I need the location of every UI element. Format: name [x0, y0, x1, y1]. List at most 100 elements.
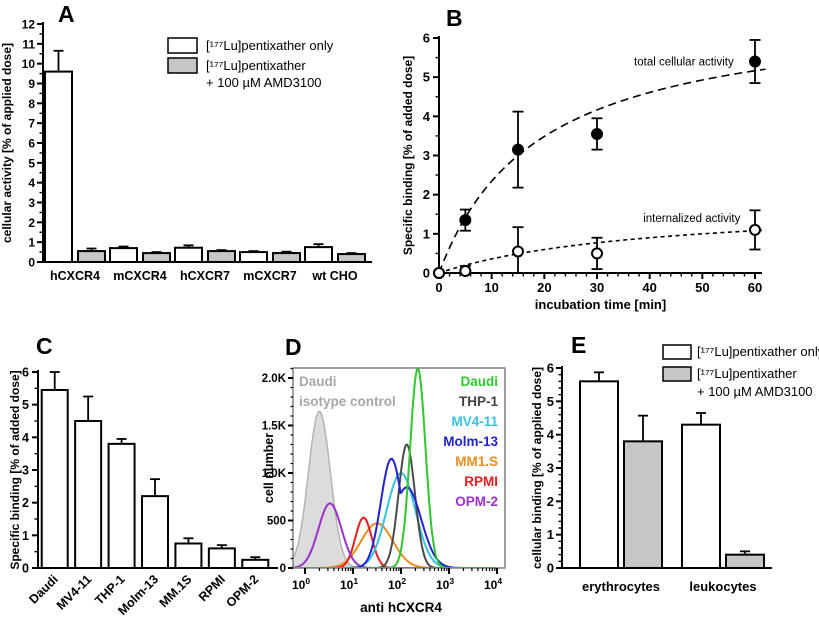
- y-tick-label: 0: [28, 256, 35, 270]
- y-tick-label: 6: [22, 366, 29, 380]
- legend-label: [¹⁷⁷Lu]pentixather: [206, 58, 306, 73]
- filled-marker: [591, 127, 604, 140]
- bar: [337, 253, 366, 263]
- category-label: MV4-11: [54, 572, 94, 612]
- legend-label: OPM-2: [455, 494, 498, 509]
- legend-swatch: [167, 37, 198, 54]
- histogram-curve: [293, 502, 497, 568]
- bar: [77, 250, 106, 263]
- histogram-curve: [293, 368, 497, 568]
- legend-label: [¹⁷⁷Lu]pentixather only: [697, 344, 819, 359]
- category-label: erythrocytes: [582, 579, 660, 594]
- legend-label: + 100 µM AMD3100: [206, 75, 322, 90]
- panel-label-c: C: [36, 333, 53, 359]
- bar: [107, 442, 136, 569]
- x-tick-label: 20: [537, 280, 551, 295]
- fit-curve: [438, 68, 766, 274]
- control-histogram: [293, 410, 497, 568]
- panel-label-b: B: [446, 5, 463, 31]
- panel-label-a: A: [58, 1, 75, 27]
- category-label: hCXCR4: [50, 269, 100, 283]
- legend-label: MV4-11: [451, 414, 498, 429]
- filled-marker: [749, 55, 762, 68]
- y-axis-title: cellular activity [% of applied dose]: [0, 43, 14, 243]
- legend-label: [¹⁷⁷Lu]pentixather: [697, 366, 797, 381]
- panel-e-bar-chart: 0 1 2 3 4 5 6 erythrocytes leukocytes cellular bi…: [530, 344, 819, 594]
- category-label: mCXCR7: [243, 269, 297, 283]
- legend-swatch: [662, 344, 692, 360]
- y-tick-label: 0: [423, 266, 430, 281]
- legend-label: Molm-13: [443, 434, 498, 449]
- legend-label: RPMI: [464, 474, 498, 489]
- bar: [174, 542, 203, 569]
- y-tick-label: 500: [267, 516, 286, 528]
- bar: [109, 247, 138, 264]
- x-tick-label: 0: [435, 280, 442, 295]
- category-label: OPM-2: [224, 572, 262, 610]
- y-tick-label: 5: [547, 394, 554, 409]
- bar: [623, 440, 663, 569]
- y-tick-label: 6: [423, 31, 430, 46]
- bar: [40, 388, 69, 570]
- y-tick-label: 1: [22, 529, 29, 543]
- control-label-line1: Daudi: [299, 374, 337, 389]
- y-tick-label: 9: [28, 77, 35, 91]
- control-label-line2: isotype control: [299, 394, 396, 409]
- y-tick-label: 3: [547, 461, 554, 476]
- y-tick-label: 6: [547, 361, 554, 376]
- y-axis-title: cell number: [262, 433, 276, 503]
- y-tick-label: 4: [28, 176, 35, 190]
- y-tick-label: 2: [423, 187, 430, 202]
- y-axis-title: Specific binding [% of added dose]: [401, 56, 415, 255]
- y-tick-label: 3: [423, 148, 430, 163]
- y-tick-label: 0: [280, 563, 286, 575]
- legend-swatch: [662, 366, 692, 382]
- y-tick-label: 11: [22, 37, 35, 51]
- y-tick-label: 1.5K: [262, 421, 287, 433]
- y-tick-label: 6: [28, 137, 35, 151]
- filled-marker: [512, 143, 525, 156]
- y-tick-label: 5: [423, 70, 430, 85]
- bar: [272, 252, 301, 263]
- y-tick-label: 0: [22, 562, 29, 576]
- x-axis-title: anti hCXCR4: [360, 600, 442, 615]
- fit-curve: [438, 229, 766, 274]
- open-marker: [459, 265, 472, 278]
- y-tick-label: 4: [547, 427, 555, 442]
- y-tick-label: 4: [22, 431, 29, 445]
- y-tick-label: 8: [28, 97, 35, 111]
- category-label-group: OPM-2: [224, 572, 262, 610]
- y-tick-label: 0: [547, 561, 554, 576]
- y-tick-label: 2: [547, 494, 554, 509]
- bar: [579, 380, 619, 570]
- x-tick-label: 102: [388, 576, 406, 592]
- series-annotation: total cellular activity: [634, 56, 734, 68]
- y-tick-label: 1.0K: [262, 468, 287, 480]
- bar: [207, 547, 236, 569]
- x-tick-label: 101: [340, 576, 358, 592]
- panel-label-d: D: [285, 334, 302, 360]
- y-tick-label: 12: [22, 18, 36, 32]
- y-tick-label: 10: [22, 57, 36, 71]
- legend-label: + 100 µM AMD3100: [697, 384, 813, 399]
- x-tick-label: 100: [292, 576, 310, 592]
- legend-label: MM1.S: [455, 454, 498, 469]
- y-tick-label: 1: [423, 226, 430, 241]
- x-tick-label: 40: [642, 280, 656, 295]
- open-marker: [591, 247, 604, 260]
- y-tick-label: 1: [547, 527, 554, 542]
- y-tick-label: 4: [423, 109, 431, 124]
- series-annotation: internalized activity: [643, 213, 740, 225]
- histogram-curve: [293, 443, 497, 568]
- open-marker: [512, 245, 525, 258]
- category-label: mCXCR4: [113, 269, 167, 283]
- bar: [304, 246, 333, 263]
- panel-d-flow-histogram: 0 500 1.0K 1.5K 2.0K 100 101 102 103 104 Daudi isot…: [262, 367, 506, 615]
- x-tick-label: 104: [484, 576, 502, 592]
- y-axis-title: Specific binding [% of added dose]: [8, 370, 22, 569]
- y-tick-label: 3: [22, 464, 29, 478]
- y-tick-label: 2.0K: [262, 373, 287, 385]
